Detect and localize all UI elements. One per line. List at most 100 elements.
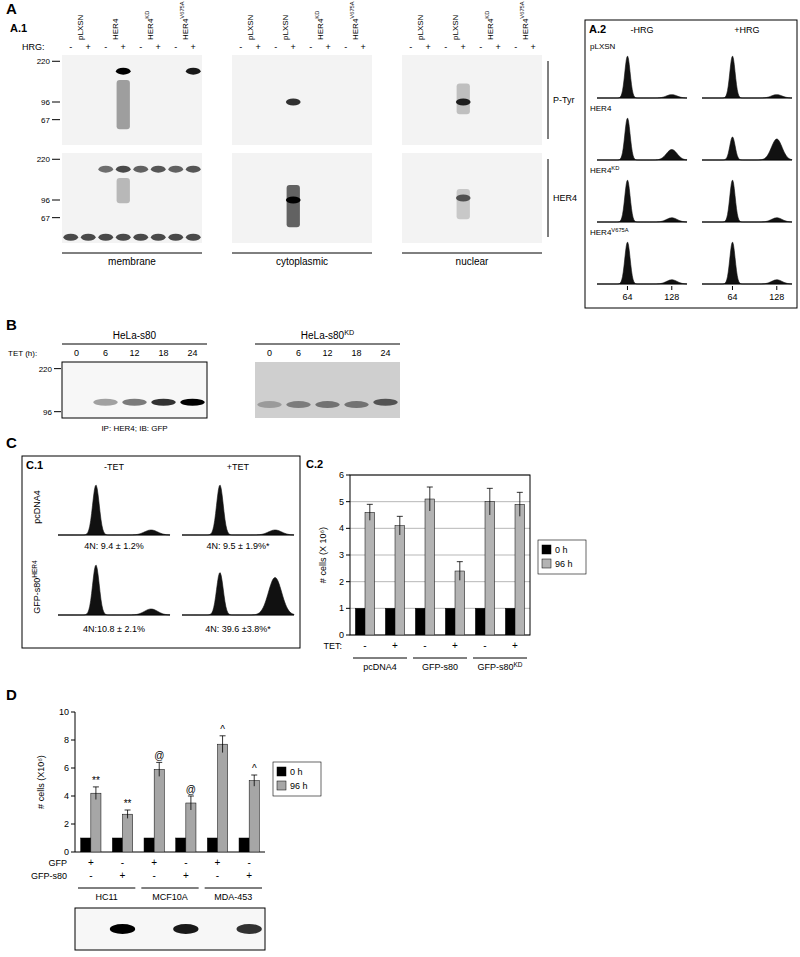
group-bracket — [413, 658, 467, 659]
y-tick-label: 10 — [59, 707, 69, 717]
legend-swatch — [542, 545, 551, 554]
lane-header: HER4KD — [144, 11, 154, 40]
band — [142, 924, 167, 934]
y-tick — [71, 768, 75, 769]
superscript: KD — [484, 11, 490, 19]
error-line — [519, 492, 520, 516]
error-cap — [457, 561, 463, 562]
percent-label: 4N: 39.6 ±3.8%* — [205, 624, 271, 634]
blot-marks — [257, 399, 397, 408]
error-cap — [156, 762, 162, 763]
condition-mark: - — [247, 857, 250, 868]
lane-header: pLXSN — [281, 14, 290, 40]
hrg-mark: + — [361, 42, 366, 52]
legend-label: 96 h — [555, 559, 573, 569]
smear — [457, 83, 470, 114]
blot-title: HeLa-s80KD — [301, 328, 354, 341]
y-tick — [346, 608, 350, 609]
bar — [144, 838, 154, 852]
y-tick — [346, 501, 350, 502]
error-bar — [367, 504, 373, 520]
histogram — [58, 485, 170, 535]
lane-header: pLXSN — [246, 14, 255, 40]
bar — [239, 838, 249, 852]
lane-header: HER4V675A — [519, 1, 529, 40]
column-label: -HRG — [631, 25, 654, 35]
histogram — [702, 242, 792, 284]
band — [110, 924, 135, 934]
x-tick-label: 128 — [664, 292, 679, 302]
bar — [218, 744, 228, 852]
row-label: HER4 — [553, 193, 577, 203]
axis-label: TET (h): — [8, 349, 37, 358]
group-bracket — [473, 658, 527, 659]
error-line — [399, 516, 400, 535]
bar — [455, 571, 465, 635]
blot-marks — [63, 166, 200, 241]
error-cap — [487, 488, 493, 489]
legend — [538, 540, 586, 574]
superscript: HER4 — [31, 560, 38, 578]
blot-marks — [286, 99, 301, 106]
x-tick-label: 128 — [769, 292, 784, 302]
band — [237, 924, 262, 934]
y-tick-label: 3 — [339, 550, 344, 560]
percent-label: 4N: 9.4 ± 1.2% — [84, 541, 143, 551]
superscript: V675A — [611, 227, 628, 233]
grid-line — [350, 501, 530, 502]
lane-header: pLXSN — [451, 14, 460, 40]
hrg-mark: - — [239, 42, 242, 52]
kda-tick — [52, 119, 60, 120]
kda-label: 220 — [37, 155, 51, 164]
condition-mark: + — [512, 640, 518, 651]
kda-tick — [52, 217, 60, 218]
bar — [249, 781, 259, 852]
x-tick-label: 64 — [727, 292, 737, 302]
sub-label: C.2 — [306, 458, 323, 470]
group-underline — [402, 253, 542, 254]
hrg-mark: + — [121, 42, 126, 52]
histogram-baseline — [702, 160, 792, 161]
legend-label: 0 h — [290, 767, 303, 777]
figure: AA.1HRG:pLXSNHER4HER4KDHER4V675A-+-+-+-+… — [0, 0, 800, 957]
error-line — [369, 504, 370, 520]
error-bar — [427, 487, 433, 511]
bar — [515, 504, 525, 635]
group-bracket — [78, 888, 135, 889]
histogram-baseline — [597, 98, 687, 99]
x-tick — [732, 286, 733, 290]
histogram-baseline — [702, 98, 792, 99]
bar — [415, 608, 425, 635]
hrg-mark: - — [444, 42, 447, 52]
error-cap — [397, 516, 403, 517]
condition-name: GFP-s80 — [31, 871, 67, 881]
hrg-mark: + — [156, 42, 161, 52]
bar — [355, 608, 365, 635]
band — [205, 924, 230, 934]
y-tick-label: 2 — [339, 577, 344, 587]
legend-swatch — [277, 781, 286, 790]
band — [116, 234, 131, 241]
group-bracket — [141, 888, 198, 889]
kda-label: 220 — [37, 57, 51, 66]
hrg-mark: - — [69, 42, 72, 52]
lane-header: HER4V675A — [349, 1, 359, 40]
annotation: ** — [124, 798, 132, 809]
band — [257, 401, 281, 408]
error-bar — [397, 516, 403, 535]
band — [122, 399, 146, 406]
bar — [445, 608, 455, 635]
band — [456, 195, 471, 202]
hrg-mark: + — [326, 42, 331, 52]
bar — [385, 608, 395, 635]
kda-label: 220 — [39, 365, 53, 374]
kda-tick — [52, 200, 60, 201]
y-tick — [346, 528, 350, 529]
y-tick — [71, 740, 75, 741]
row-label: HER4 — [590, 104, 612, 113]
superscript: KD — [514, 661, 523, 668]
title-underline — [62, 344, 207, 345]
group-underline — [232, 253, 372, 254]
hrg-mark: - — [514, 42, 517, 52]
y-tick — [71, 852, 75, 853]
